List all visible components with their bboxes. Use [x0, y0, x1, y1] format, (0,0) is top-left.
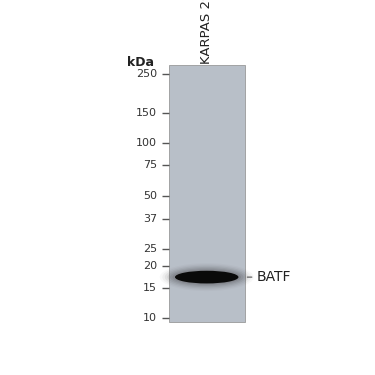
Text: KARPAS 299: KARPAS 299 — [200, 0, 213, 64]
Ellipse shape — [167, 267, 246, 287]
Text: 25: 25 — [143, 244, 158, 254]
Text: BATF: BATF — [256, 270, 291, 284]
Text: 15: 15 — [143, 282, 158, 292]
Text: 250: 250 — [136, 69, 158, 79]
Text: 150: 150 — [136, 108, 158, 118]
Text: 50: 50 — [143, 191, 158, 201]
Ellipse shape — [165, 266, 249, 288]
Text: kDa: kDa — [128, 56, 154, 69]
Text: 100: 100 — [136, 138, 158, 148]
Ellipse shape — [170, 268, 243, 286]
Ellipse shape — [172, 270, 241, 285]
Text: 75: 75 — [143, 160, 158, 170]
Ellipse shape — [175, 271, 238, 284]
Text: 37: 37 — [143, 214, 158, 224]
Text: 20: 20 — [143, 261, 158, 271]
Text: 10: 10 — [143, 313, 158, 323]
